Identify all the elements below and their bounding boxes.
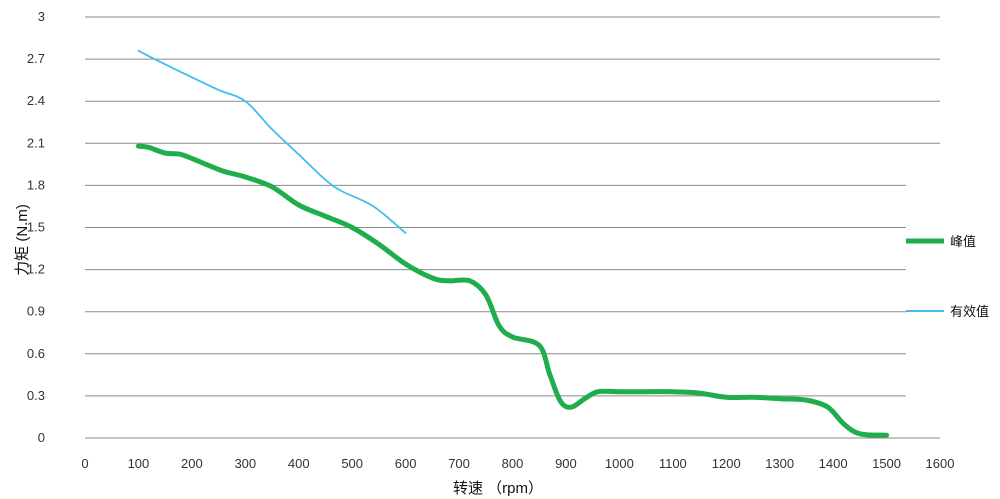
x-tick-label: 1600 [926, 456, 955, 471]
x-tick-label: 200 [181, 456, 203, 471]
x-tick-label: 0 [81, 456, 88, 471]
x-tick-label: 600 [395, 456, 417, 471]
y-tick-label: 0.3 [27, 388, 45, 403]
y-axis-title: 力矩 (N.m) [14, 204, 31, 276]
x-tick-label: 1200 [712, 456, 741, 471]
x-tick-label: 1000 [605, 456, 634, 471]
x-tick-label: 500 [341, 456, 363, 471]
y-tick-label: 2.4 [27, 93, 45, 108]
y-tick-label: 1.5 [27, 220, 45, 235]
legend-label-peak: 峰值 [950, 234, 976, 249]
x-tick-label: 400 [288, 456, 310, 471]
x-tick-label: 1300 [765, 456, 794, 471]
series-line-peak [135, 143, 890, 438]
x-tick-label: 300 [234, 456, 256, 471]
x-tick-label: 1400 [819, 456, 848, 471]
x-tick-label: 800 [502, 456, 524, 471]
series-lines [135, 49, 890, 438]
x-axis-title: 转速 （rpm） [453, 480, 543, 497]
y-tick-label: 2.1 [27, 135, 45, 150]
legend-label-rms: 有效值 [950, 304, 989, 319]
x-tick-label: 1500 [872, 456, 901, 471]
x-tick-label: 900 [555, 456, 577, 471]
y-tick-label: 2.7 [27, 51, 45, 66]
y-tick-label: 1.8 [27, 177, 45, 192]
y-tick-label: 1.2 [27, 262, 45, 277]
y-tick-label: 0 [38, 430, 45, 445]
x-tick-label: 100 [128, 456, 150, 471]
y-tick-label: 3 [38, 9, 45, 24]
x-axis-tick-labels: 0 100 200 300 400 500 600 700 800 900 1000 1100 1200… [81, 456, 954, 471]
y-tick-label: 0.6 [27, 346, 45, 361]
y-axis-tick-labels: 0 0.3 0.6 0.9 1.2 1.5 1.8 2.1 2.4 2.7 3 [27, 9, 45, 445]
legend: 峰值 有效值 [906, 234, 989, 319]
x-tick-label: 1100 [659, 456, 687, 471]
series-line-rms [137, 49, 407, 234]
gridlines [85, 16, 940, 397]
y-tick-label: 0.9 [27, 304, 45, 319]
x-tick-label: 700 [448, 456, 470, 471]
